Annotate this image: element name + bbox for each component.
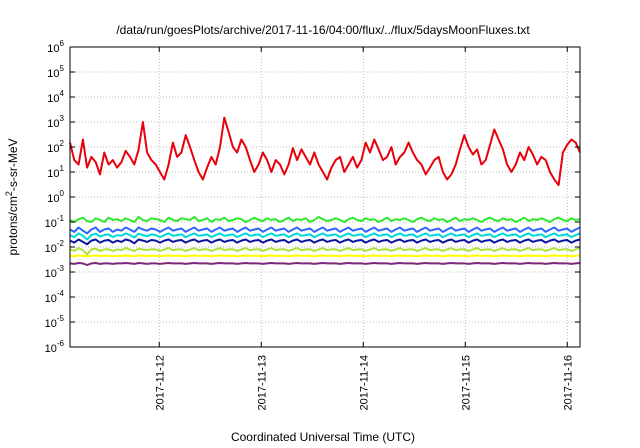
y-tick-labels: 10-6 10-5 10-4 10-3 10-2 10-1 100 101 102 103 104 1… [45,39,580,355]
x-tick-label: 2017-11-16 [562,355,574,410]
y-tick-label: 105 [47,64,64,80]
series-line-2 [69,215,581,223]
series-line-1 [69,116,581,187]
y-tick-label: 10-4 [45,289,65,305]
series-line-5 [69,238,581,246]
grid-lines [70,47,580,347]
x-axis-label: Coordinated Universal Time (UTC) [231,430,415,444]
y-axis-label-rest: -s-sr-MeV [6,138,20,191]
y-tick-label: 104 [47,89,64,105]
series-line-3 [69,226,581,235]
y-tick-label: 103 [47,114,64,130]
y-tick-label: 102 [47,139,64,155]
y-tick-label: 10-2 [45,239,65,255]
x-tick-label: 2017-11-15 [460,355,472,410]
x-tick-label: 2017-11-14 [358,355,370,410]
y-tick-label: 10-6 [45,339,65,355]
series-layer [69,116,581,266]
y-tick-label: 10-1 [45,214,65,230]
y-tick-label: 100 [47,189,64,205]
x-tick-labels: 2017-11-12 2017-11-13 2017-11-14 2017-11-15… [154,47,574,410]
y-tick-label: 10-5 [45,314,65,330]
x-tick-label: 2017-11-13 [256,355,268,410]
y-tick-label: 106 [47,39,64,55]
series-line-7 [69,254,581,258]
y-axis-label: protons/cm2-s-sr-MeV [4,138,20,255]
series-line-8 [69,262,581,266]
x-tick-label: 2017-11-12 [154,355,166,410]
y-tick-label: 10-3 [45,264,65,280]
y-axis-label-sup: 2 [4,191,14,196]
y-tick-label: 101 [47,164,64,180]
series-line-4 [69,232,581,241]
chart-title: /data/run/goesPlots/archive/2017-11-16/0… [116,23,530,37]
series-line-6 [69,247,581,256]
y-axis-label-base: protons/cm [6,196,20,255]
